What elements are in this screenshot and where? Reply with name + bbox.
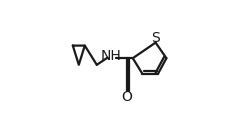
Text: O: O	[121, 90, 132, 104]
Text: NH: NH	[101, 49, 121, 63]
Text: S: S	[151, 31, 160, 45]
